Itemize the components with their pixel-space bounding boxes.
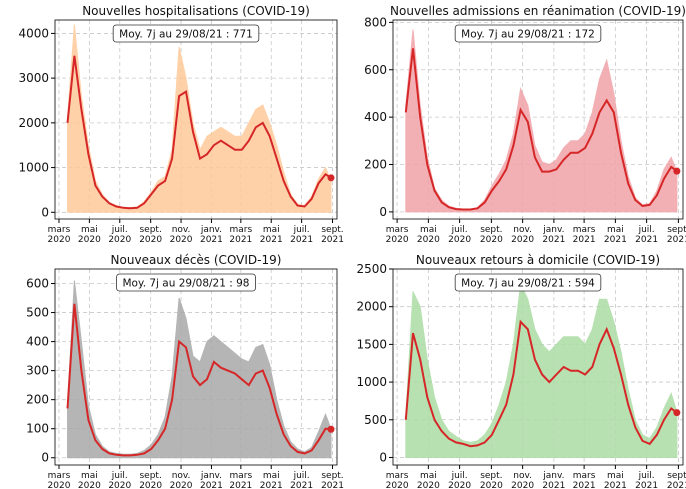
annotation-box xyxy=(116,273,256,292)
x-tick-label: sept.2021 xyxy=(321,471,344,489)
x-tick-label: sept. 2020 xyxy=(480,471,503,489)
average-line xyxy=(404,48,678,211)
x-tick-label: nov. 2020 xyxy=(511,225,534,245)
y-tick-label: 2000 xyxy=(18,116,49,130)
annotation-box xyxy=(454,24,602,43)
average-line xyxy=(404,319,678,448)
last-point xyxy=(327,425,335,433)
x-tick-label: janv. 2021 xyxy=(200,471,223,489)
x-tick-label: mars 2020 xyxy=(386,225,409,245)
x-tick-label: mars 2021 xyxy=(573,225,596,245)
x-tick-label: juil. 2020 xyxy=(108,225,131,245)
x-tick-label: mars 2021 xyxy=(573,471,596,489)
x-tick-label: sept. 2020 xyxy=(480,225,503,245)
annotation: Moy. 7j au 29/08/21 : 771 xyxy=(119,29,253,41)
x-tick-label: mai 2021 xyxy=(604,471,627,489)
panel-title: Nouveaux retours à domicile (COVID-19) xyxy=(416,253,660,267)
last-point xyxy=(673,409,681,417)
y-tick-label: 1000 xyxy=(18,161,49,175)
x-tick-label: mai 2020 xyxy=(417,471,440,489)
x-tick-label: juil. 2021 xyxy=(290,471,313,489)
x-tick-label: juil. 2021 xyxy=(290,225,313,245)
x-tick-label: janv. 2021 xyxy=(542,471,565,489)
x-tick-label: sept.2021 xyxy=(667,225,686,245)
x-tick-label: juil. 2021 xyxy=(635,225,658,245)
y-tick-label: 1000 xyxy=(356,375,387,389)
annotation-box xyxy=(112,24,260,43)
y-tick-label: 400 xyxy=(364,110,387,124)
y-tick-label: 0 xyxy=(41,451,49,465)
y-tick-label: 200 xyxy=(26,393,49,407)
x-tick-label: nov. 2020 xyxy=(170,471,193,489)
x-tick-label: juil. 2020 xyxy=(448,225,471,245)
x-tick-label: mai 2020 xyxy=(78,225,101,245)
y-tick-label: 400 xyxy=(26,335,49,349)
x-tick-label: juil. 2020 xyxy=(448,471,471,489)
x-tick-label: sept. 2020 xyxy=(139,225,162,245)
y-tick-label: 2000 xyxy=(356,300,387,314)
x-tick-label: mars 2021 xyxy=(229,471,252,489)
x-tick-label: nov. 2020 xyxy=(170,225,193,245)
axes-frame xyxy=(392,19,684,220)
last-point xyxy=(673,167,681,175)
y-tick-label: 200 xyxy=(364,158,387,172)
x-tick-label: sept.2021 xyxy=(667,471,686,489)
y-tick-label: 600 xyxy=(26,277,49,291)
average-line xyxy=(66,55,332,210)
axes-frame xyxy=(54,19,338,220)
y-tick-label: 1500 xyxy=(356,337,387,351)
average-line xyxy=(66,303,332,457)
x-tick-label: sept. 2020 xyxy=(139,471,162,489)
annotation-box xyxy=(454,273,602,292)
daily-area xyxy=(405,29,678,213)
x-tick-label: mai 2020 xyxy=(78,471,101,489)
annotation: Moy. 7j au 29/08/21 : 98 xyxy=(123,278,250,290)
panel-title: Nouveaux décès (COVID-19) xyxy=(111,253,282,267)
y-tick-label: 0 xyxy=(379,450,387,464)
y-tick-label: 800 xyxy=(364,15,387,29)
x-tick-label: mars 2020 xyxy=(386,471,409,489)
y-tick-label: 0 xyxy=(41,205,49,219)
axes-frame xyxy=(392,268,684,466)
x-tick-label: juil. 2021 xyxy=(635,471,658,489)
y-tick-label: 300 xyxy=(26,364,49,378)
x-tick-label: mai 2021 xyxy=(604,225,627,245)
annotation: Moy. 7j au 29/08/21 : 172 xyxy=(461,29,595,41)
x-tick-label: mars 2020 xyxy=(48,225,71,245)
daily-area xyxy=(67,24,332,213)
x-tick-label: mars 2020 xyxy=(48,471,71,489)
x-tick-label: mars 2021 xyxy=(229,225,252,245)
daily-area xyxy=(67,280,332,459)
x-tick-label: mai 2021 xyxy=(260,225,283,245)
panel-title: Nouvelles hospitalisations (COVID-19) xyxy=(82,4,310,18)
x-tick-label: janv. 2021 xyxy=(542,225,565,245)
panel-title: Nouvelles admissions en réanimation (COV… xyxy=(390,4,686,18)
y-tick-label: 500 xyxy=(364,413,387,427)
y-tick-label: 2500 xyxy=(356,262,387,276)
annotation: Moy. 7j au 29/08/21 : 594 xyxy=(461,278,595,290)
x-tick-label: nov. 2020 xyxy=(511,471,534,489)
y-tick-label: 3000 xyxy=(18,71,49,85)
y-tick-label: 600 xyxy=(364,63,387,77)
y-tick-label: 500 xyxy=(26,306,49,320)
x-tick-label: janv. 2021 xyxy=(200,225,223,245)
y-tick-label: 0 xyxy=(379,205,387,219)
last-point xyxy=(327,174,335,182)
x-tick-label: juil. 2020 xyxy=(108,471,131,489)
x-tick-label: sept.2021 xyxy=(321,225,344,245)
y-tick-label: 4000 xyxy=(18,26,49,40)
y-tick-label: 100 xyxy=(26,422,49,436)
x-tick-label: mai 2020 xyxy=(417,225,440,245)
x-tick-label: mai 2021 xyxy=(260,471,283,489)
axes-frame xyxy=(54,268,338,466)
